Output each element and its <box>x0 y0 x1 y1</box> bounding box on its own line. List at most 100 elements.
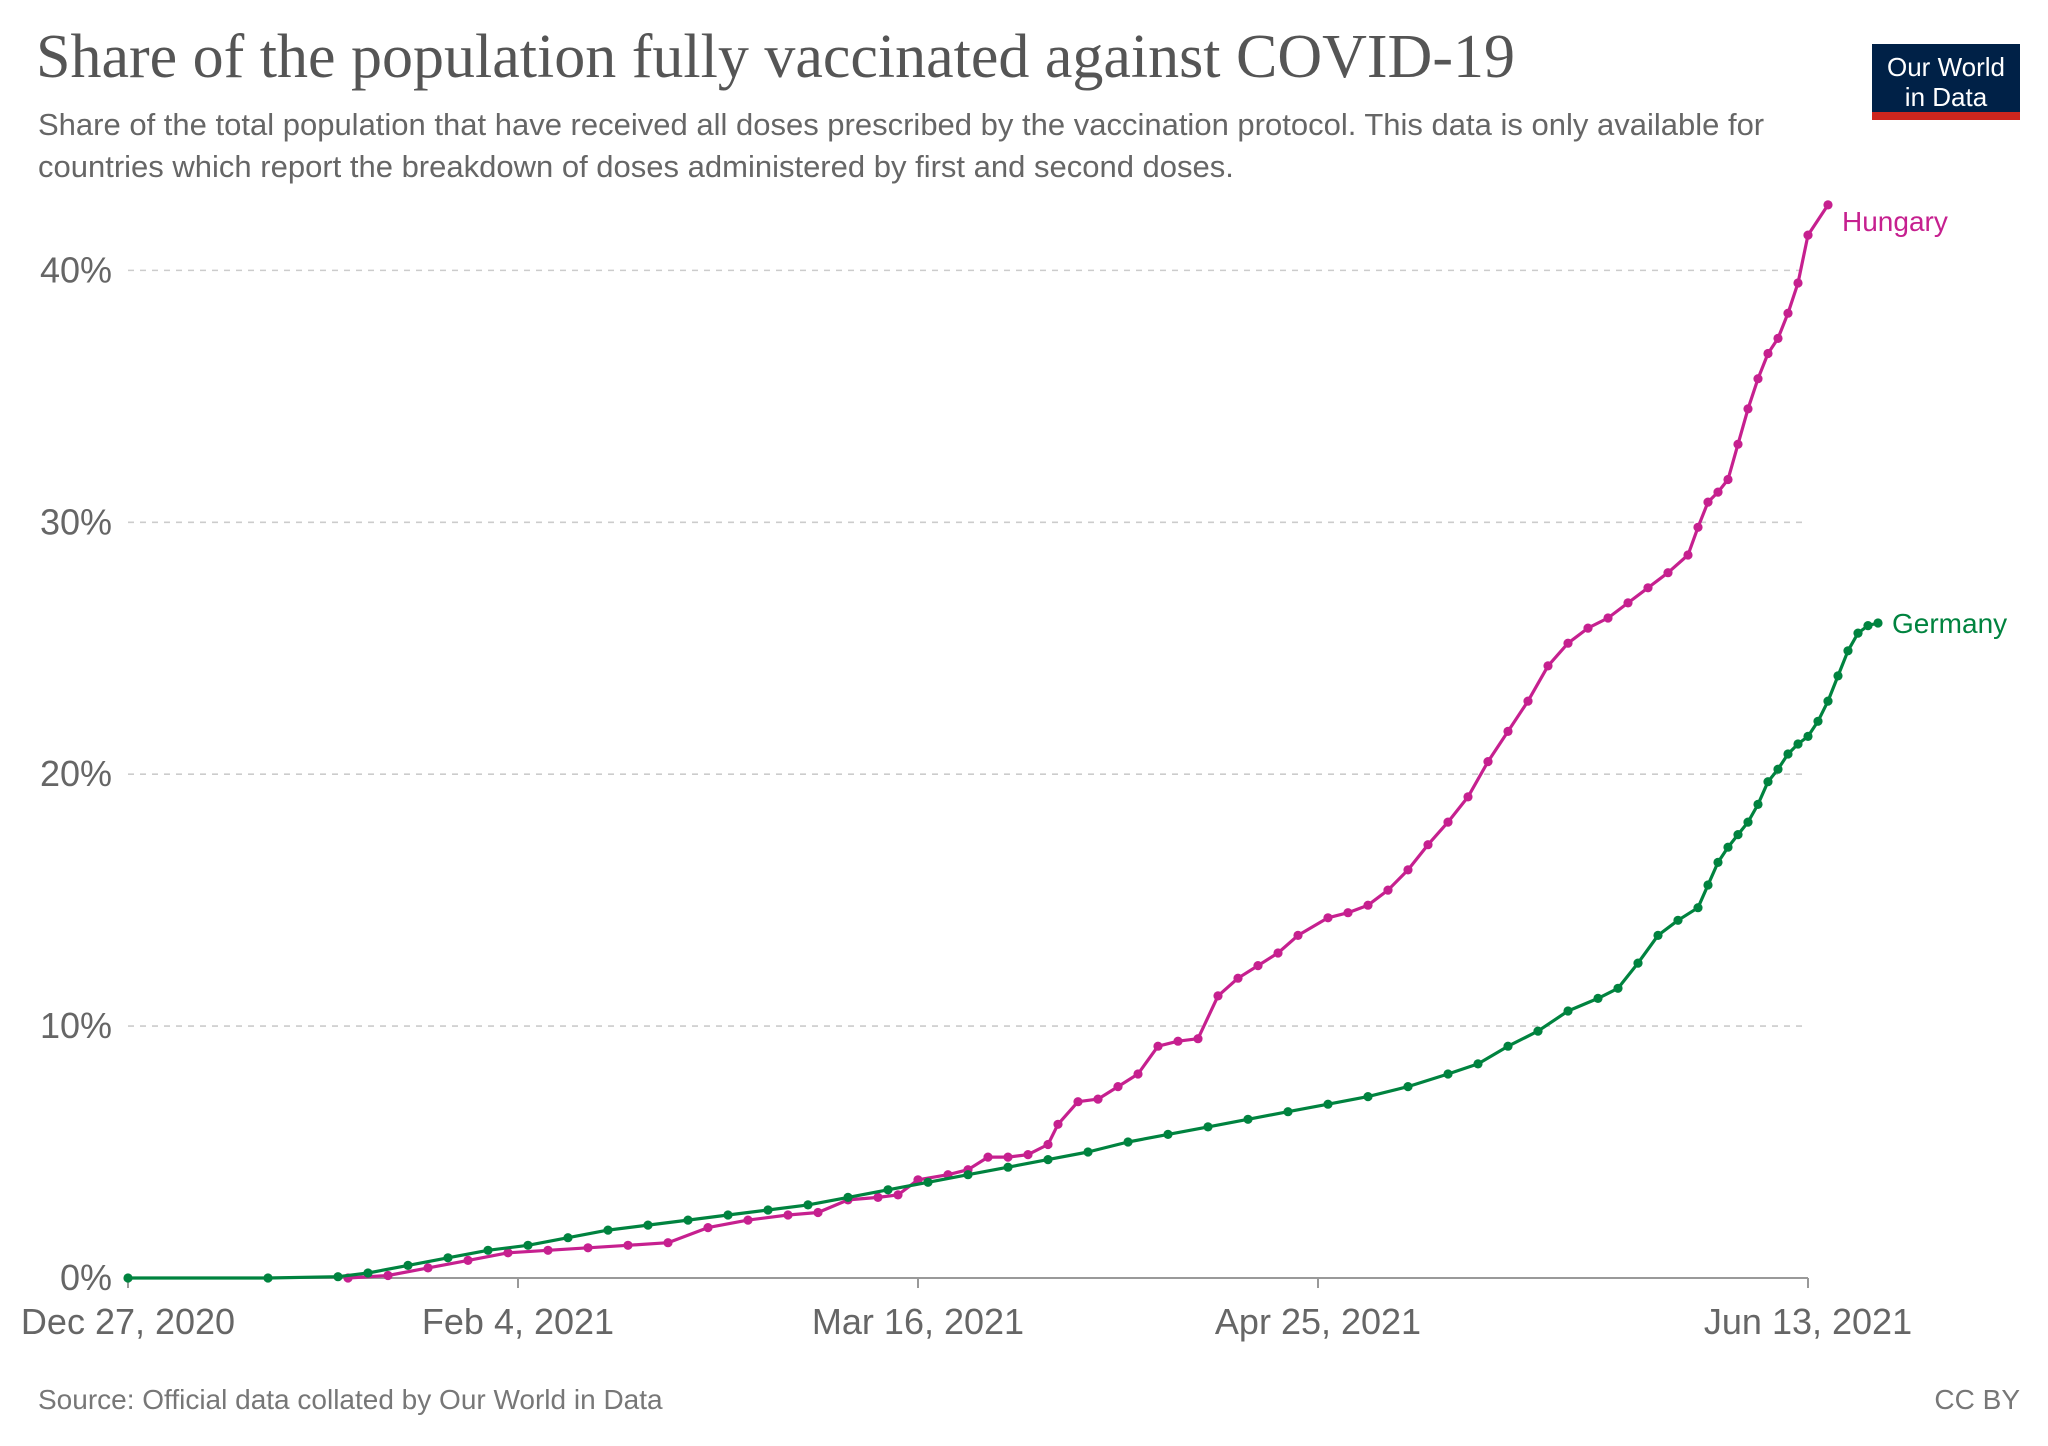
data-point-hungary[interactable] <box>1423 840 1433 850</box>
data-point-germany[interactable] <box>1363 1092 1373 1102</box>
data-point-germany[interactable] <box>1043 1155 1053 1165</box>
data-point-germany[interactable] <box>1773 764 1783 774</box>
data-point-germany[interactable] <box>643 1220 653 1230</box>
data-point-germany[interactable] <box>1673 915 1683 925</box>
data-point-germany[interactable] <box>1853 628 1863 638</box>
data-point-hungary[interactable] <box>1113 1082 1123 1092</box>
data-point-hungary[interactable] <box>1153 1041 1163 1051</box>
data-point-germany[interactable] <box>1733 830 1743 840</box>
data-point-hungary[interactable] <box>1293 930 1303 941</box>
data-point-germany[interactable] <box>803 1200 813 1210</box>
data-point-germany[interactable] <box>763 1205 773 1215</box>
data-point-germany[interactable] <box>1743 817 1753 827</box>
data-point-germany[interactable] <box>1163 1129 1173 1139</box>
data-point-hungary[interactable] <box>463 1255 473 1265</box>
data-point-germany[interactable] <box>1653 930 1663 941</box>
source-note[interactable]: Source: Official data collated by Our Wo… <box>38 1384 663 1415</box>
data-point-germany[interactable] <box>1753 799 1763 810</box>
data-point-germany[interactable] <box>1823 696 1833 706</box>
data-point-hungary[interactable] <box>1603 613 1613 623</box>
data-point-hungary[interactable] <box>813 1207 823 1218</box>
series-line-germany[interactable] <box>128 621 1879 1280</box>
license-label[interactable]: CC BY <box>1934 1384 2020 1415</box>
data-point-hungary[interactable] <box>383 1270 393 1281</box>
data-point-hungary[interactable] <box>1363 900 1373 910</box>
data-point-germany[interactable] <box>1563 1006 1573 1016</box>
data-point-hungary[interactable] <box>1253 961 1263 971</box>
data-point-hungary[interactable] <box>1043 1139 1053 1150</box>
data-point-hungary[interactable] <box>1683 550 1693 560</box>
data-point-germany[interactable] <box>1283 1107 1293 1117</box>
data-point-germany[interactable] <box>1843 646 1853 656</box>
data-point-hungary[interactable] <box>1403 865 1413 875</box>
data-point-hungary[interactable] <box>1623 598 1633 608</box>
data-point-hungary[interactable] <box>1773 333 1783 343</box>
data-point-hungary[interactable] <box>423 1263 433 1273</box>
data-point-hungary[interactable] <box>1523 696 1533 706</box>
data-point-hungary[interactable] <box>1133 1069 1143 1079</box>
data-point-germany[interactable] <box>1803 731 1813 742</box>
data-point-germany[interactable] <box>963 1170 973 1180</box>
data-point-hungary[interactable] <box>1583 623 1593 633</box>
data-point-hungary[interactable] <box>543 1245 553 1255</box>
data-point-hungary[interactable] <box>1443 817 1453 827</box>
data-point-germany[interactable] <box>683 1215 693 1225</box>
data-point-hungary[interactable] <box>1483 757 1493 767</box>
data-point-hungary[interactable] <box>1733 439 1743 449</box>
data-point-hungary[interactable] <box>1323 913 1333 923</box>
data-point-germany[interactable] <box>1813 716 1823 726</box>
data-point-hungary[interactable] <box>1053 1119 1063 1129</box>
data-point-hungary[interactable] <box>1233 973 1243 983</box>
data-point-hungary[interactable] <box>1823 200 1833 210</box>
data-point-hungary[interactable] <box>983 1152 993 1162</box>
data-point-germany[interactable] <box>883 1185 893 1195</box>
data-point-germany[interactable] <box>1703 880 1713 890</box>
data-point-hungary[interactable] <box>1703 497 1713 507</box>
data-point-germany[interactable] <box>363 1268 373 1278</box>
data-point-germany[interactable] <box>1713 857 1723 868</box>
data-point-hungary[interactable] <box>1803 230 1813 240</box>
data-point-hungary[interactable] <box>1793 278 1803 288</box>
data-point-germany[interactable] <box>1723 842 1733 852</box>
data-point-germany[interactable] <box>603 1225 613 1235</box>
data-point-hungary[interactable] <box>1753 374 1763 384</box>
data-point-germany[interactable] <box>1783 749 1793 759</box>
data-point-hungary[interactable] <box>1343 908 1353 918</box>
data-point-hungary[interactable] <box>1463 792 1473 802</box>
data-point-germany[interactable] <box>443 1253 453 1263</box>
data-point-hungary[interactable] <box>1743 404 1753 414</box>
data-point-hungary[interactable] <box>1023 1150 1033 1160</box>
data-point-hungary[interactable] <box>783 1210 793 1220</box>
owid-logo[interactable]: Our World in Data <box>1872 44 2020 120</box>
data-point-germany[interactable] <box>1633 958 1643 968</box>
data-point-hungary[interactable] <box>913 1175 923 1185</box>
data-point-germany[interactable] <box>843 1192 853 1202</box>
data-point-hungary[interactable] <box>623 1240 633 1250</box>
data-point-germany[interactable] <box>1323 1099 1333 1109</box>
data-point-hungary[interactable] <box>583 1243 593 1253</box>
data-point-hungary[interactable] <box>893 1190 903 1200</box>
data-point-hungary[interactable] <box>1713 487 1723 497</box>
data-point-germany[interactable] <box>1403 1082 1413 1092</box>
data-point-germany[interactable] <box>483 1245 493 1255</box>
data-point-hungary[interactable] <box>1543 661 1553 671</box>
data-point-germany[interactable] <box>1243 1114 1253 1124</box>
data-point-germany[interactable] <box>1003 1162 1013 1172</box>
data-point-germany[interactable] <box>403 1260 413 1270</box>
data-point-hungary[interactable] <box>743 1215 753 1225</box>
data-point-germany[interactable] <box>1863 621 1873 631</box>
data-point-hungary[interactable] <box>1213 991 1223 1001</box>
data-point-hungary[interactable] <box>873 1192 883 1202</box>
data-point-hungary[interactable] <box>1503 726 1513 737</box>
data-point-hungary[interactable] <box>1383 885 1393 895</box>
data-point-hungary[interactable] <box>1273 948 1283 958</box>
data-point-hungary[interactable] <box>1783 308 1793 318</box>
data-point-hungary[interactable] <box>1763 348 1773 359</box>
data-point-germany[interactable] <box>723 1210 733 1220</box>
data-point-germany[interactable] <box>1693 903 1703 913</box>
data-point-germany[interactable] <box>1613 983 1623 993</box>
data-point-germany[interactable] <box>923 1177 933 1187</box>
data-point-hungary[interactable] <box>1723 474 1733 485</box>
data-point-hungary[interactable] <box>1663 568 1673 578</box>
data-point-hungary[interactable] <box>1093 1094 1103 1104</box>
